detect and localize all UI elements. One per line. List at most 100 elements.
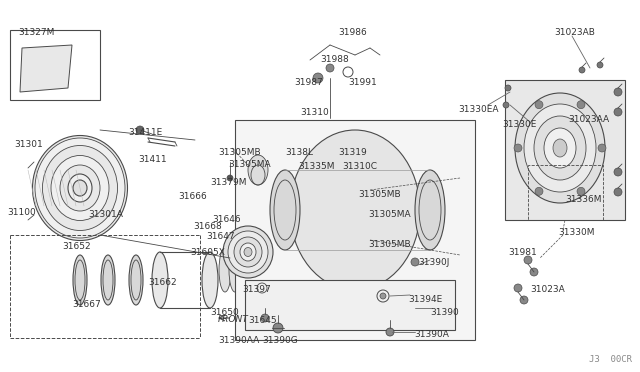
Circle shape [577, 187, 585, 195]
Text: 31666: 31666 [178, 192, 207, 201]
Circle shape [520, 296, 528, 304]
Text: 31986: 31986 [338, 28, 367, 37]
Text: 31668: 31668 [193, 222, 221, 231]
Circle shape [380, 293, 386, 299]
Ellipse shape [73, 255, 87, 305]
Text: 31390J: 31390J [418, 258, 449, 267]
Text: 31390: 31390 [430, 308, 459, 317]
Text: 31319: 31319 [338, 148, 367, 157]
Ellipse shape [42, 145, 118, 231]
Circle shape [614, 88, 622, 96]
Ellipse shape [248, 155, 268, 185]
Ellipse shape [51, 155, 109, 221]
Text: 31301: 31301 [14, 140, 43, 149]
Text: 31310: 31310 [300, 108, 329, 117]
Circle shape [530, 268, 538, 276]
Text: 31023A: 31023A [530, 285, 564, 294]
Text: 31100: 31100 [7, 208, 36, 217]
Text: 31336M: 31336M [565, 195, 602, 204]
Ellipse shape [60, 165, 100, 211]
Circle shape [614, 108, 622, 116]
Ellipse shape [33, 135, 127, 241]
Text: 31023AB: 31023AB [554, 28, 595, 37]
Circle shape [614, 188, 622, 196]
Ellipse shape [234, 237, 262, 267]
Text: 31981: 31981 [508, 248, 537, 257]
Text: 31390A: 31390A [414, 330, 449, 339]
Bar [235, 120, 475, 340]
Text: J3  00CR: J3 00CR [589, 355, 632, 364]
Text: 31330EA: 31330EA [458, 105, 499, 114]
Text: 31991: 31991 [348, 78, 377, 87]
Text: 31988: 31988 [320, 55, 349, 64]
Ellipse shape [35, 138, 125, 238]
Text: 31305MA: 31305MA [228, 160, 271, 169]
Circle shape [313, 73, 323, 83]
Circle shape [514, 144, 522, 152]
Ellipse shape [152, 252, 168, 308]
Circle shape [505, 85, 511, 91]
Circle shape [535, 101, 543, 109]
Circle shape [273, 323, 283, 333]
Text: 31379M: 31379M [210, 178, 246, 187]
Text: 31330E: 31330E [502, 120, 536, 129]
Ellipse shape [129, 255, 143, 305]
Ellipse shape [270, 170, 300, 250]
Text: 31645: 31645 [248, 316, 276, 325]
Text: 31650: 31650 [210, 308, 239, 317]
Text: 31394E: 31394E [408, 295, 442, 304]
Text: 31330M: 31330M [558, 228, 595, 237]
Text: 31327M: 31327M [18, 28, 54, 37]
Text: 31652: 31652 [62, 242, 91, 251]
Ellipse shape [68, 174, 92, 202]
Ellipse shape [244, 247, 252, 257]
Ellipse shape [229, 248, 241, 292]
Text: 31646: 31646 [212, 215, 241, 224]
Ellipse shape [239, 248, 251, 292]
Circle shape [503, 102, 509, 108]
Circle shape [598, 144, 606, 152]
Text: 31605X: 31605X [190, 248, 225, 257]
Text: 31667: 31667 [72, 300, 100, 309]
Text: 31023AA: 31023AA [568, 115, 609, 124]
Circle shape [535, 187, 543, 195]
Ellipse shape [524, 104, 596, 192]
Text: 31987: 31987 [294, 78, 323, 87]
Text: 31301A: 31301A [88, 210, 123, 219]
Ellipse shape [228, 231, 268, 273]
Text: 31411: 31411 [138, 155, 166, 164]
Text: FRONT: FRONT [218, 315, 249, 324]
Ellipse shape [515, 93, 605, 203]
Ellipse shape [415, 170, 445, 250]
Circle shape [227, 175, 233, 181]
Bar [10, 30, 100, 100]
Text: 31335M: 31335M [298, 162, 335, 171]
Circle shape [386, 328, 394, 336]
Text: 31397: 31397 [242, 285, 271, 294]
Ellipse shape [73, 180, 87, 196]
Text: 31305MA: 31305MA [368, 210, 411, 219]
Circle shape [326, 64, 334, 72]
Text: 31662: 31662 [148, 278, 177, 287]
Text: 31647: 31647 [206, 232, 235, 241]
Circle shape [261, 314, 269, 322]
Bar [505, 80, 625, 220]
Ellipse shape [240, 243, 256, 261]
Text: 31411E: 31411E [128, 128, 163, 137]
Circle shape [579, 67, 585, 73]
Text: 31310C: 31310C [342, 162, 377, 171]
Text: 31305MB: 31305MB [218, 148, 260, 157]
Ellipse shape [534, 116, 586, 180]
Ellipse shape [290, 130, 420, 290]
Circle shape [597, 62, 603, 68]
Bar [528, 165, 603, 220]
Circle shape [136, 126, 144, 134]
Circle shape [411, 258, 419, 266]
Circle shape [524, 256, 532, 264]
Text: 31390AA: 31390AA [218, 336, 259, 345]
Ellipse shape [219, 248, 231, 292]
Circle shape [577, 101, 585, 109]
Ellipse shape [202, 252, 218, 308]
Circle shape [614, 168, 622, 176]
Bar [245, 280, 455, 330]
